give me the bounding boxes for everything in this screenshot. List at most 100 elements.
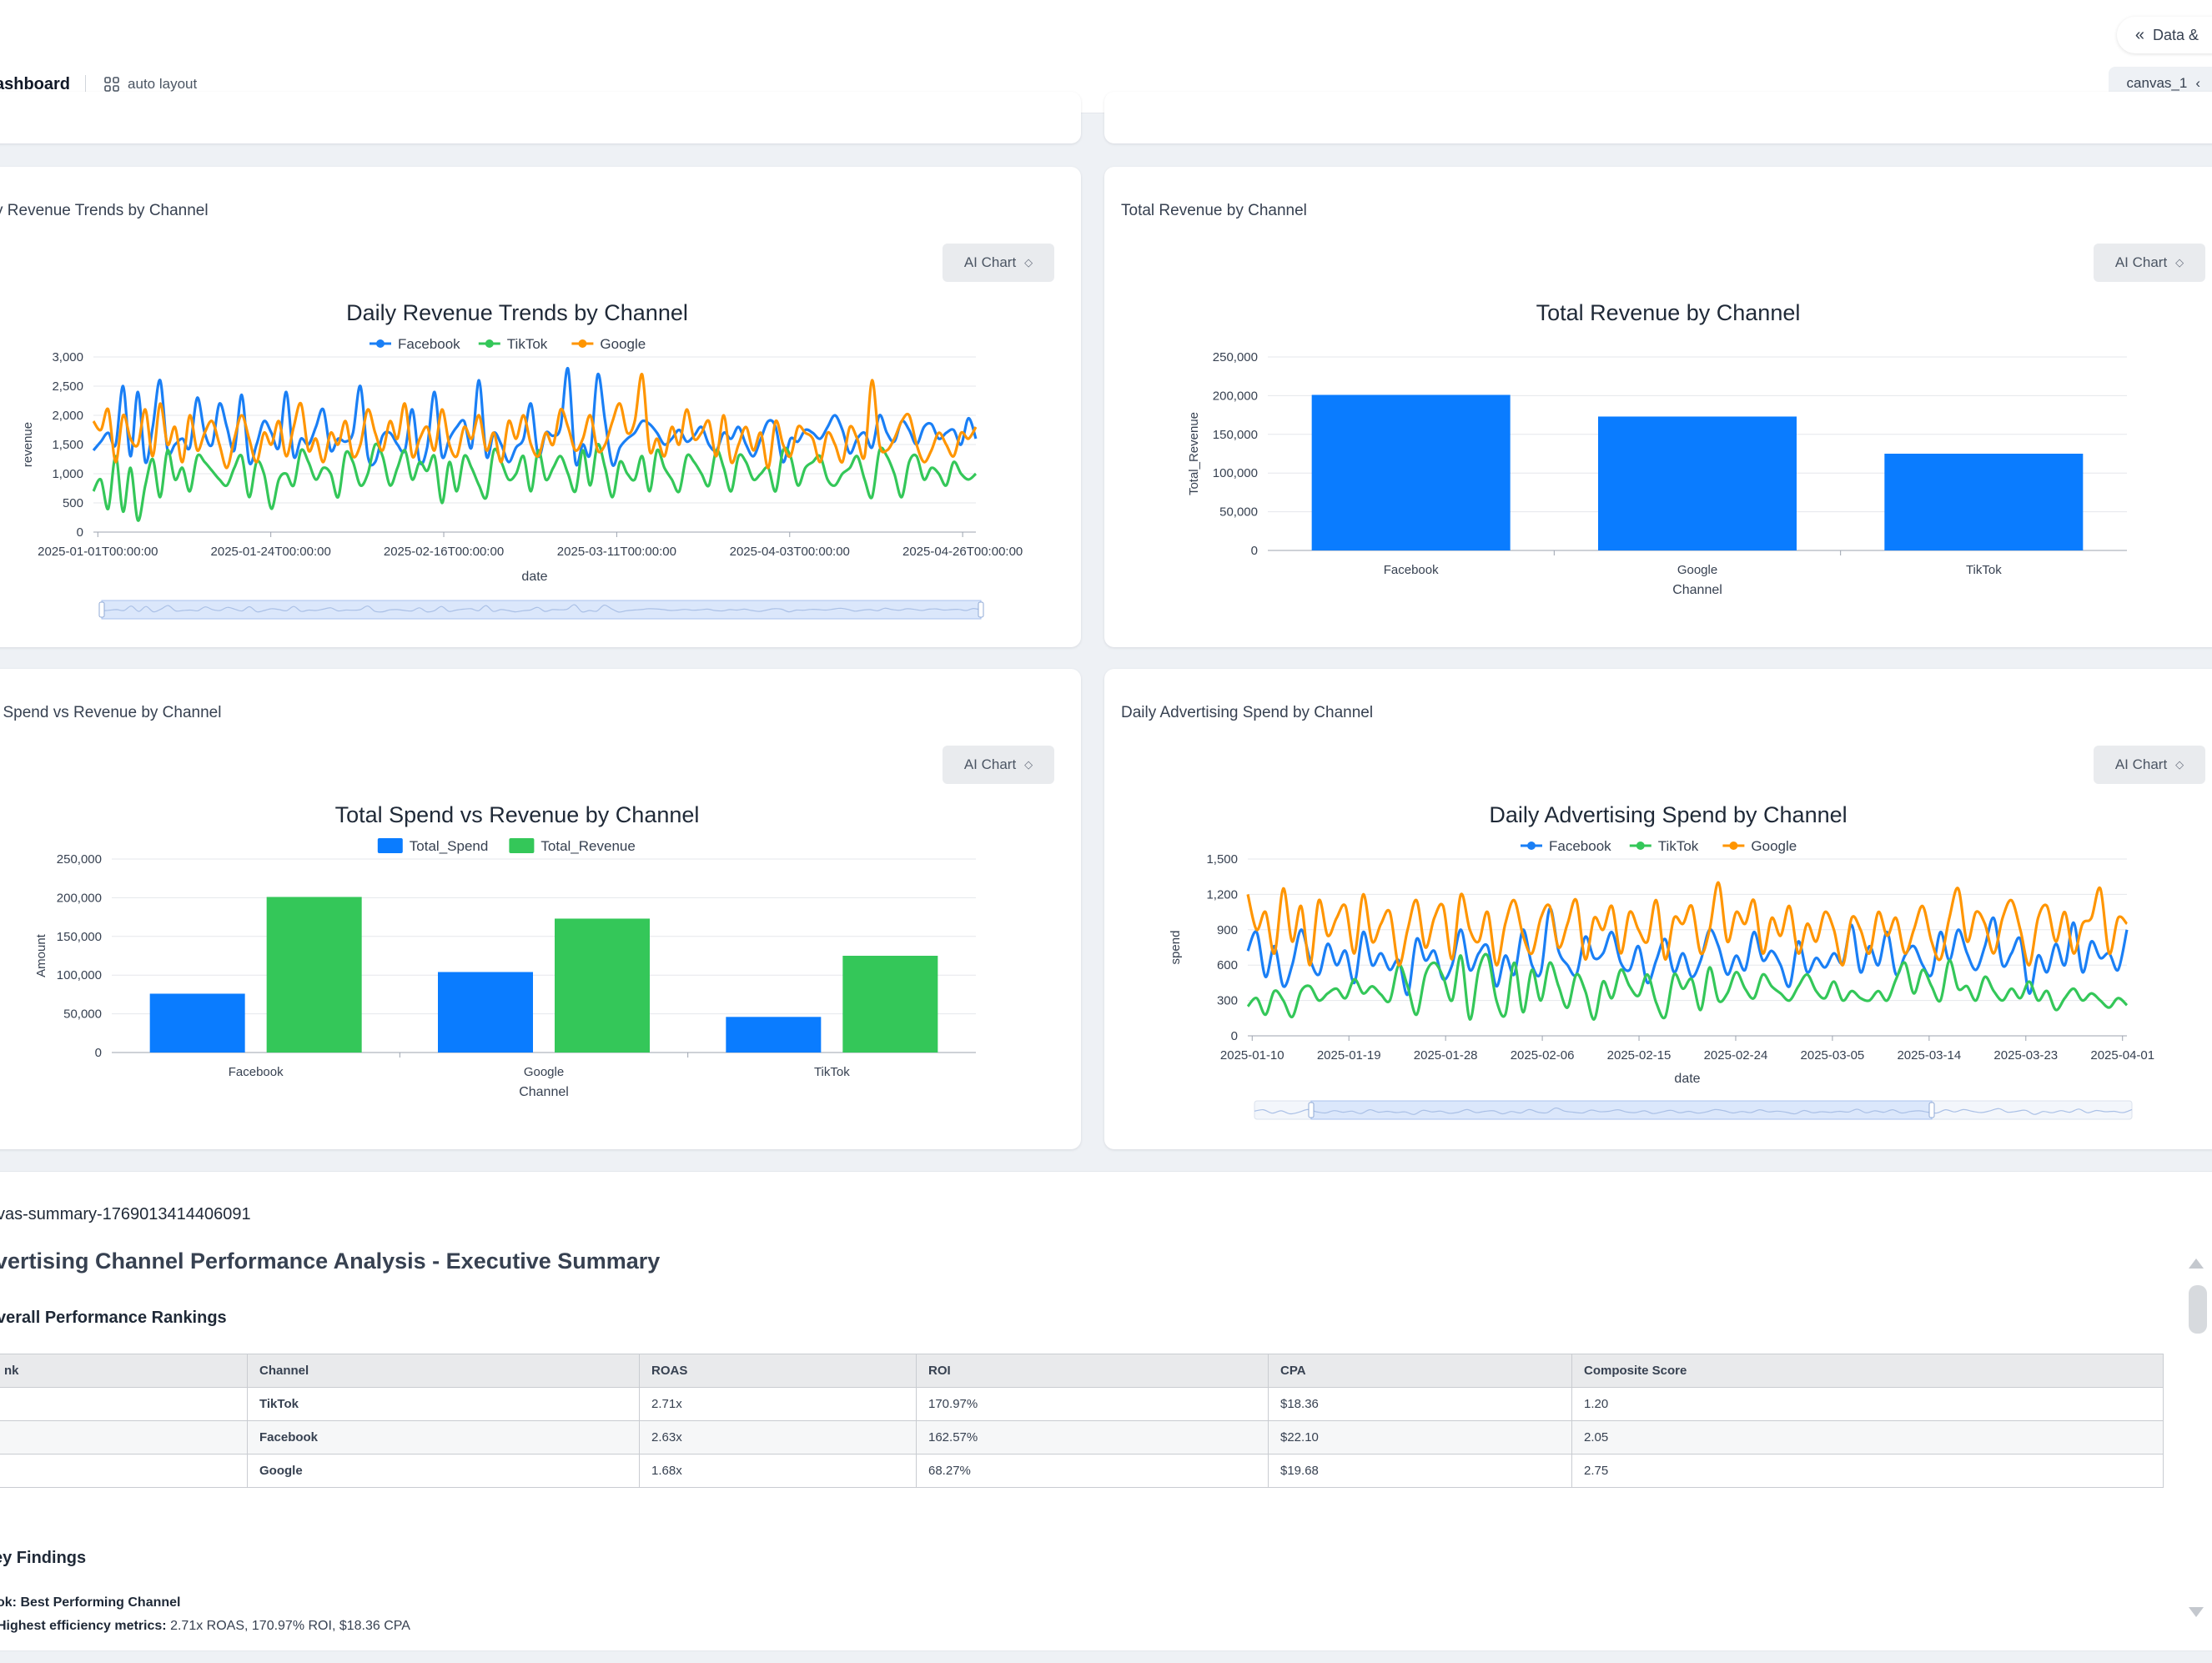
y-tick-label: 200,000 <box>1213 389 1258 403</box>
ai-chart-label: AI Chart <box>2114 254 2168 270</box>
x-tick-label: Facebook <box>1384 563 1439 577</box>
card-above-left <box>0 92 1081 143</box>
col-roi-header: ROI <box>916 1354 1269 1388</box>
y-tick-label: 1,500 <box>52 438 83 452</box>
zoom-handle-left <box>1308 1102 1315 1118</box>
summary-title: vertising Channel Performance Analysis -… <box>0 1249 661 1274</box>
roi-cell: 68.27% <box>916 1454 1269 1488</box>
score-cell: 2.05 <box>1571 1420 2164 1454</box>
table-row: TikTok 2.71x 170.97% $18.36 1.20 <box>0 1387 2164 1421</box>
card-above-right <box>1104 92 2212 143</box>
zoom-slider-preview <box>1254 1107 2133 1115</box>
ai-chart-label: AI Chart <box>2114 756 2168 772</box>
rank-cell <box>0 1420 248 1454</box>
x-tick-label: 2025-01-10 <box>1220 1048 1284 1063</box>
ai-chart-label: AI Chart <box>963 756 1017 772</box>
x-axis-label: Channel <box>519 1085 569 1099</box>
y-tick-label: 0 <box>77 525 83 540</box>
x-tick-label: 2025-04-01 <box>2090 1048 2154 1063</box>
y-tick-label: 0 <box>1251 544 1258 558</box>
legend-label: Facebook <box>1549 838 1611 854</box>
roi-cell: 170.97% <box>916 1387 1269 1421</box>
updown-chevron-icon: ◇ <box>2175 256 2184 269</box>
total-revenue-chart: Total Revenue by Channel 0 50,000 100,000 15… <box>1187 300 2127 597</box>
rankings-table: nk Channel ROAS ROI CPA Composite Score … <box>0 1354 2164 1488</box>
finding-label: Highest efficiency metrics: <box>0 1619 167 1633</box>
revenue-trend-chart: Daily Revenue Trends by Channel Facebook T… <box>21 300 1023 620</box>
x-tick-label: TikTok <box>814 1065 850 1079</box>
ai-chart-button[interactable]: AI Chart ◇ <box>943 746 1054 784</box>
x-tick-label: Google <box>1677 563 1717 577</box>
legend-label: Total_Spend <box>410 838 489 854</box>
rank-cell <box>0 1454 248 1488</box>
dashboard-title: ashboard <box>0 74 71 93</box>
daily-spend-card: Daily Advertising Spend by Channel AI Ch… <box>1104 669 2212 1149</box>
bar-google-total_spend <box>438 972 533 1053</box>
x-tick-label: 2025-02-06 <box>1511 1048 1575 1063</box>
y-axis-label: revenue <box>21 422 35 467</box>
roas-cell: 2.71x <box>639 1387 917 1421</box>
y-tick-label: 150,000 <box>57 930 102 944</box>
channel-cell: TikTok <box>247 1387 640 1421</box>
legend-marker-tiktok <box>485 339 494 348</box>
updown-chevron-icon: ◇ <box>1024 256 1033 269</box>
y-tick-label: 2,000 <box>52 409 83 423</box>
legend-marker-facebook <box>1527 842 1536 850</box>
cpa-cell: $22.10 <box>1268 1420 1572 1454</box>
score-cell: 1.20 <box>1571 1387 2164 1421</box>
legend-label: Total_Revenue <box>540 838 635 854</box>
y-tick-label: 250,000 <box>1213 350 1258 364</box>
scrollbar-thumb[interactable] <box>2189 1285 2207 1334</box>
summary-id: vas-summary-1769013414406091 <box>0 1205 251 1223</box>
data-panel-toggle-label: Data & <box>2152 26 2199 43</box>
x-tick-label: 2025-04-03T00:00:00 <box>730 545 850 559</box>
rankings-heading: verall Performance Rankings <box>0 1309 227 1327</box>
chart-title: Total Revenue by Channel <box>1536 300 1801 325</box>
roas-cell: 1.68x <box>639 1454 917 1488</box>
bar-google-total_revenue <box>555 918 650 1053</box>
legend-label: Google <box>600 336 646 352</box>
bar-tiktok <box>1884 454 2084 550</box>
ai-chart-button[interactable]: AI Chart ◇ <box>2094 244 2205 282</box>
x-axis-label: date <box>1674 1072 1700 1086</box>
x-tick-label: 2025-04-26T00:00:00 <box>902 545 1023 559</box>
spend-vs-revenue-chart: Total Spend vs Revenue by Channel Total_S… <box>34 802 976 1099</box>
dashboard-title-row: ashboard auto layout <box>0 70 197 98</box>
y-axis-label: spend <box>1169 931 1183 965</box>
y-tick-label: 500 <box>63 496 83 510</box>
y-axis-label: Amount <box>34 933 48 977</box>
zoom-handle-right <box>1928 1102 1935 1118</box>
chevron-left-icon: ‹ <box>2195 75 2200 91</box>
auto-layout-button[interactable]: auto layout <box>104 76 197 93</box>
ai-chart-button[interactable]: AI Chart ◇ <box>943 244 1054 282</box>
channel-cell: Google <box>247 1454 640 1488</box>
x-tick-label: 2025-01-01T00:00:00 <box>38 545 158 559</box>
y-tick-label: 900 <box>1217 923 1238 937</box>
x-axis-label: Channel <box>1672 583 1722 597</box>
col-cpa-header: CPA <box>1268 1354 1572 1388</box>
card-label: Total Revenue by Channel <box>1121 202 1307 219</box>
series-line-facebook <box>1246 907 2129 997</box>
series-line-google <box>92 373 978 470</box>
legend-marker-google <box>578 339 587 348</box>
col-rank-header: nk <box>0 1354 248 1388</box>
x-tick-label: 2025-01-19 <box>1317 1048 1381 1063</box>
scroll-up-arrow[interactable] <box>2189 1259 2204 1269</box>
x-tick-label: 2025-02-16T00:00:00 <box>384 545 504 559</box>
ai-chart-button[interactable]: AI Chart ◇ <box>2094 746 2205 784</box>
y-tick-label: 200,000 <box>57 891 102 905</box>
finding-title: ok: Best Performing Channel <box>0 1595 181 1610</box>
table-header-row: nk Channel ROAS ROI CPA Composite Score <box>0 1354 2164 1388</box>
legend-label: Facebook <box>398 336 460 352</box>
chart-title: Daily Advertising Spend by Channel <box>1489 802 1847 827</box>
x-tick-label: 2025-02-15 <box>1607 1048 1672 1063</box>
scroll-down-arrow[interactable] <box>2189 1607 2204 1617</box>
table-row: Google 1.68x 68.27% $19.68 2.75 <box>0 1454 2164 1488</box>
bar-google <box>1598 416 1797 550</box>
score-cell: 2.75 <box>1571 1454 2164 1488</box>
rank-cell <box>0 1387 248 1421</box>
bar-tiktok-total_spend <box>726 1017 822 1053</box>
data-panel-toggle-button[interactable]: « Data & <box>2116 17 2212 53</box>
y-tick-label: 0 <box>1231 1029 1238 1043</box>
roas-cell: 2.63x <box>639 1420 917 1454</box>
